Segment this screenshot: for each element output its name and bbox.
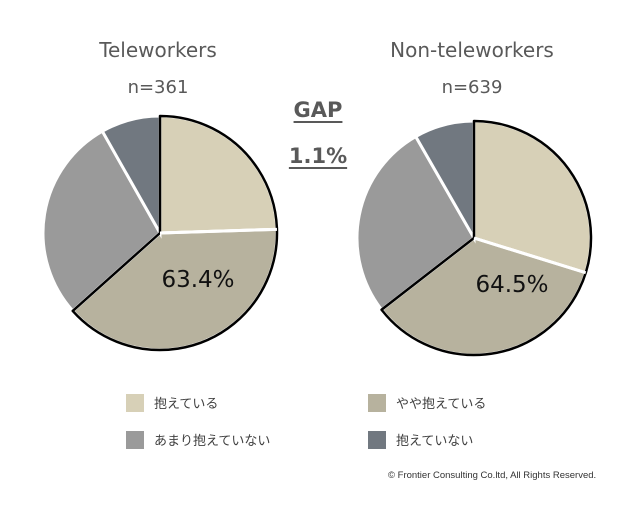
- legend-label: 抱えている: [154, 397, 219, 412]
- legend-swatch: [126, 393, 144, 412]
- combined-percentage-label: 63.4%: [161, 267, 234, 293]
- legend-swatch: [368, 430, 386, 449]
- sample-size-teleworkers: n=361: [127, 77, 189, 98]
- pie-slice-1: [158, 114, 279, 235]
- legend-item-kakaeteinai: 抱えていない: [368, 430, 473, 449]
- highlight-outline: [71, 114, 279, 352]
- combined-percentage-label: 64.5%: [475, 272, 548, 298]
- chart-title-teleworkers: Teleworkers: [99, 38, 217, 62]
- legend-label: やや抱えている: [396, 397, 487, 412]
- highlight-outline: [380, 119, 593, 357]
- gap-label: GAP: [293, 98, 343, 122]
- legend-label: 抱えていない: [396, 434, 474, 449]
- pie-chart-non-teleworkers: 64.5%: [355, 119, 593, 357]
- copyright-notice: © Frontier Consulting Co.ltd, All Rights…: [388, 470, 597, 481]
- legend-item-yaya-kakaeteiru: やや抱えている: [368, 393, 486, 412]
- chart-title-non-teleworkers: Non-teleworkers: [390, 38, 554, 62]
- legend-item-kakaeteiru: 抱えている: [126, 393, 218, 412]
- pie-slice-3: [41, 129, 162, 314]
- pie-slice-3: [355, 134, 476, 312]
- slice-divider: [473, 236, 587, 275]
- legend-swatch: [368, 393, 386, 412]
- slice-divider: [159, 227, 277, 235]
- legend-item-amari-kakaeteinai: あまり抱えていない: [126, 430, 270, 449]
- legend-swatch: [126, 430, 144, 449]
- gap-value: 1.1%: [288, 144, 348, 168]
- pie-chart-teleworkers: 63.4%: [41, 114, 279, 352]
- legend-label: あまり抱えていない: [154, 434, 271, 449]
- sample-size-non-teleworkers: n=639: [441, 77, 503, 98]
